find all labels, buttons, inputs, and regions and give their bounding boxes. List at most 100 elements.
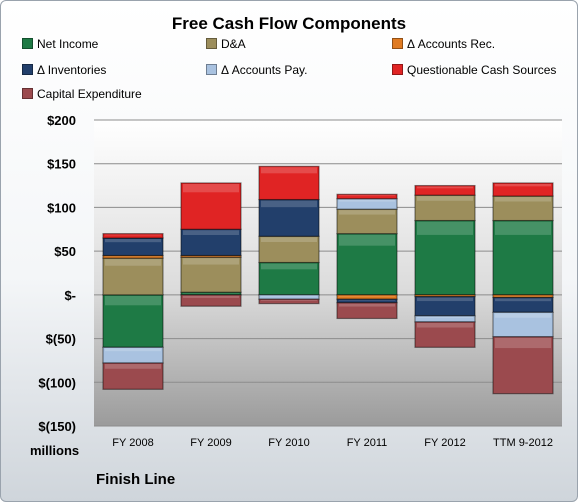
bar-highlight [339,295,395,297]
bar-highlight [105,259,161,266]
bar-segment [180,182,242,230]
company-label: Finish Line [96,471,176,488]
legend-label: Δ Accounts Pay. [221,63,308,77]
bar-segment [336,302,398,320]
bar-highlight [105,295,161,306]
y-tick-label: $- [64,288,76,303]
legend-item: Capital Expenditure [22,87,142,101]
bar-highlight [339,195,395,197]
bar-segment [414,315,476,323]
legend-label: Δ Accounts Rec. [407,37,496,51]
bar-highlight [495,183,551,187]
bar-highlight [495,337,551,349]
bar-segment [336,294,398,300]
bar-segment [336,193,398,200]
bar-highlight [183,258,239,265]
y-tick-label: $50 [54,244,76,259]
units-label: millions [30,443,80,458]
y-tick-label: $200 [47,113,76,128]
x-tick-label: TTM 9-2012 [493,437,553,449]
bar-segment [102,362,164,390]
bar-segment [258,198,320,237]
bar-highlight [183,183,239,193]
x-tick-label: FY 2012 [424,437,465,449]
bar-segment [258,294,320,300]
y-tick-label: $150 [47,157,76,172]
legend-item: Questionable Cash Sources [392,63,556,77]
y-tick-label: $(100) [38,375,76,390]
bar-segment [258,165,320,201]
bar-highlight [339,300,395,301]
bar-segment [414,184,476,196]
bar-segment [414,194,476,222]
legend-swatch [22,88,33,99]
bar-highlight [261,263,317,270]
legend-item: Δ Inventories [22,63,106,77]
bar-highlight [339,234,395,246]
bar-segment [102,294,164,348]
bar-highlight [417,186,473,189]
chart-title: Free Cash Flow Components [171,14,407,33]
legend-item: Δ Accounts Rec. [392,37,495,51]
x-tick-label: FY 2009 [190,437,231,449]
bar-segment [102,257,164,296]
bar-highlight [261,295,317,297]
bar-segment [102,233,164,239]
bar-highlight [105,234,161,236]
bar-highlight [339,199,395,202]
bar-highlight [417,322,473,328]
legend-swatch [392,64,403,75]
y-tick-label: $100 [47,200,76,215]
bar-highlight [261,167,317,174]
plot-area [94,120,562,426]
x-tick-label: FY 2008 [112,437,153,449]
bar-highlight [105,348,161,352]
legend-item: D&A [206,37,246,51]
legend-swatch [22,64,33,75]
bar-highlight [417,221,473,235]
bar-segment [180,228,242,257]
bar-segment [414,219,476,296]
bar-highlight [339,303,395,307]
bar-highlight [417,297,473,302]
bar-segment [492,336,554,395]
legend-swatch [206,64,217,75]
bar-highlight [495,313,551,318]
bar-highlight [417,316,473,318]
bar-segment [492,311,554,338]
legend-swatch [206,38,217,49]
x-tick-label: FY 2010 [268,437,309,449]
bar-segment [180,256,242,293]
legend-label: Questionable Cash Sources [407,63,557,77]
bar-segment [492,182,554,197]
legend-label: Net Income [37,37,99,51]
y-tick-label: $(50) [46,332,76,347]
bar-highlight [105,364,161,369]
bar-segment [492,219,554,296]
bar-segment [258,261,320,296]
y-tick-label: $(150) [38,419,76,434]
legend-label: Δ Inventories [37,63,107,77]
bar-highlight [105,239,161,243]
bar-highlight [339,210,395,215]
bar-highlight [183,295,239,298]
bar-segment [180,294,242,307]
legend-label: D&A [221,37,246,51]
x-tick-label: FY 2011 [347,437,388,449]
bar-segment [258,298,320,305]
bar-highlight [417,196,473,201]
bar-highlight [495,221,551,235]
bar-highlight [495,197,551,202]
legend-item: Δ Accounts Pay. [206,63,308,77]
legend-label: Capital Expenditure [37,87,142,101]
legend-item: Net Income [22,37,98,51]
bar-highlight [261,300,317,302]
legend-swatch [392,38,403,49]
bar-segment [492,195,554,222]
bar-highlight [261,237,317,243]
legend-swatch [22,38,33,49]
bar-highlight [183,230,239,236]
bar-highlight [261,200,317,208]
bar-segment [414,321,476,348]
